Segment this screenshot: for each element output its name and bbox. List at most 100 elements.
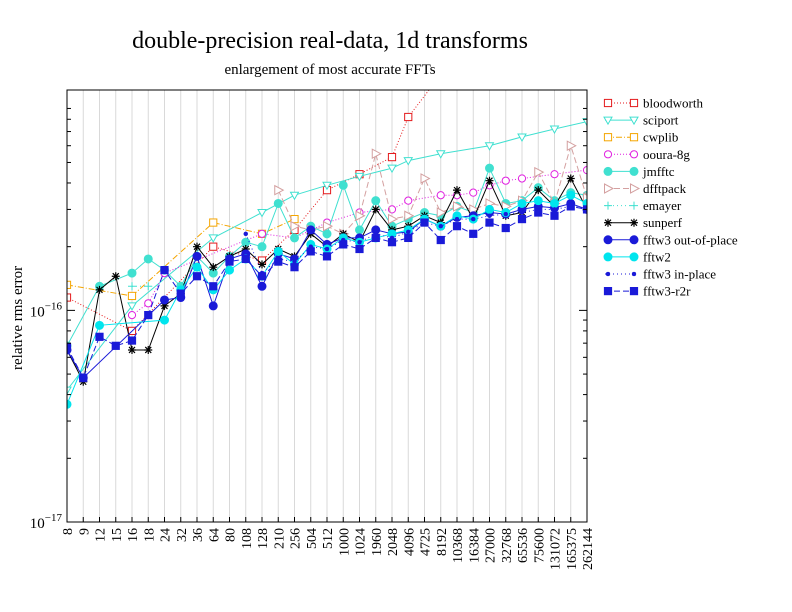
data-point-ooura-8g xyxy=(469,188,478,197)
x-tick-label: 80 xyxy=(224,528,239,542)
data-point-sciport xyxy=(322,181,332,191)
data-point-sunperf xyxy=(144,345,153,354)
data-point-sciport xyxy=(208,234,219,243)
legend-marker-fftw2 xyxy=(629,252,639,262)
x-tick-label: 16384 xyxy=(467,528,482,563)
series-bloodworth xyxy=(67,71,444,335)
legend-marker-jmfftc xyxy=(629,166,639,176)
data-point-fftw3-r2r xyxy=(355,244,364,254)
data-point-dfftpack xyxy=(371,148,382,160)
data-point-sciport xyxy=(403,157,414,166)
legend-label-fftw2: fftw2 xyxy=(643,249,671,264)
data-point-jmfftc xyxy=(273,198,283,208)
x-tick-label: 2048 xyxy=(386,528,401,556)
legend-label-cwplib: cwplib xyxy=(643,130,678,145)
legend-label-fftw3-out-of-place: fftw3 out-of-place xyxy=(643,232,738,247)
data-point-fftw3-r2r xyxy=(127,336,137,345)
legend-label-dfftpack: dfftpack xyxy=(643,181,687,196)
data-point-fftw2 xyxy=(192,262,202,272)
data-point-fftw3-r2r xyxy=(534,208,543,217)
data-point-fftw2 xyxy=(517,198,527,208)
data-point-ooura-8g xyxy=(582,166,587,175)
chart-title: double-precision real-data, 1d transform… xyxy=(132,28,528,54)
x-tick-label: 75600 xyxy=(532,528,547,563)
data-point-ooura-8g xyxy=(436,191,445,200)
data-point-sunperf xyxy=(160,301,169,310)
data-point-fftw3-r2r xyxy=(371,233,380,243)
x-tick-label: 504 xyxy=(305,528,320,549)
series-layer xyxy=(67,71,587,409)
legend-marker-bloodworth xyxy=(603,98,613,108)
data-point-sciport xyxy=(127,302,137,311)
data-point-sciport xyxy=(435,150,446,159)
data-point-fftw3-in-place xyxy=(438,223,443,229)
data-point-sunperf xyxy=(453,186,461,195)
data-point-fftw2 xyxy=(485,204,494,214)
data-point-jmfftc xyxy=(338,180,348,190)
x-tick-label: 1960 xyxy=(370,528,385,556)
x-tick-label: 8 xyxy=(61,528,76,535)
data-point-dfftpack xyxy=(274,184,285,196)
data-point-sciport xyxy=(549,125,560,134)
data-point-fftw3-r2r xyxy=(339,240,348,249)
data-point-ooura-8g xyxy=(517,174,527,183)
legend-label-ooura-8g: ooura-8g xyxy=(643,147,690,162)
x-tick-label: 256 xyxy=(289,528,304,549)
data-point-sciport xyxy=(582,118,587,127)
data-point-fftw2 xyxy=(95,320,104,330)
legend-marker-fftw3-in-place xyxy=(605,271,611,277)
data-point-fftw3-out-of-place xyxy=(208,301,218,311)
data-point-fftw3-r2r xyxy=(111,341,120,350)
data-point-sciport xyxy=(257,209,267,218)
data-point-fftw2 xyxy=(273,246,283,256)
data-point-sunperf xyxy=(209,263,218,272)
x-tick-label: 131072 xyxy=(549,528,564,570)
data-point-ooura-8g xyxy=(404,196,413,205)
data-point-fftw2 xyxy=(550,198,559,208)
data-point-fftw2 xyxy=(67,399,72,409)
legend-marker-ooura-8g xyxy=(603,150,613,159)
data-point-jmfftc xyxy=(143,254,153,264)
data-point-fftw3-in-place xyxy=(487,213,492,219)
legend-marker-cwplib xyxy=(603,133,613,142)
data-point-fftw3-r2r xyxy=(387,238,397,247)
x-tick-label: 15 xyxy=(110,528,125,542)
data-point-bloodworth xyxy=(209,242,218,251)
data-point-bloodworth xyxy=(437,71,444,78)
data-point-fftw3-in-place xyxy=(471,216,476,222)
data-point-jmfftc xyxy=(371,196,381,206)
x-tick-label: 12 xyxy=(94,528,109,542)
data-point-fftw3-r2r xyxy=(469,229,478,238)
data-point-bloodworth xyxy=(387,153,397,162)
y-tick-label: 10−17 xyxy=(30,512,63,532)
legend-marker-fftw3-out-of-place xyxy=(629,235,639,245)
data-point-fftw2 xyxy=(566,190,576,200)
x-tick-label: 165375 xyxy=(565,528,580,570)
data-point-fftw3-r2r xyxy=(501,223,510,233)
data-point-fftw3-r2r xyxy=(485,218,494,227)
data-point-jmfftc xyxy=(290,233,299,243)
data-point-fftw3-r2r xyxy=(550,211,559,220)
legend-marker-sunperf xyxy=(604,218,612,227)
data-point-sciport xyxy=(387,164,397,174)
legend-label-sunperf: sunperf xyxy=(643,215,683,230)
legend-marker-ooura-8g xyxy=(629,150,639,159)
series-sciport xyxy=(67,118,587,396)
data-point-fftw3-r2r xyxy=(404,233,413,243)
data-point-fftw3-out-of-place xyxy=(160,295,169,305)
data-point-dfftpack xyxy=(290,220,301,232)
legend-label-fftw3-in-place: fftw3 in-place xyxy=(643,267,716,282)
series-fftw3-r2r xyxy=(67,202,587,382)
data-point-fftw3-r2r xyxy=(306,247,315,256)
data-point-fftw3-in-place xyxy=(324,246,330,252)
chart-subtitle: enlargement of most accurate FFTs xyxy=(224,62,436,78)
data-point-ooura-8g xyxy=(501,176,510,185)
data-point-sciport xyxy=(517,133,527,142)
data-point-sciport xyxy=(67,386,72,396)
data-point-ooura-8g xyxy=(550,170,559,179)
data-point-sciport xyxy=(354,172,365,182)
data-point-fftw3-r2r xyxy=(257,272,267,281)
x-tick-label: 8192 xyxy=(435,528,450,556)
data-point-ooura-8g xyxy=(257,229,267,238)
